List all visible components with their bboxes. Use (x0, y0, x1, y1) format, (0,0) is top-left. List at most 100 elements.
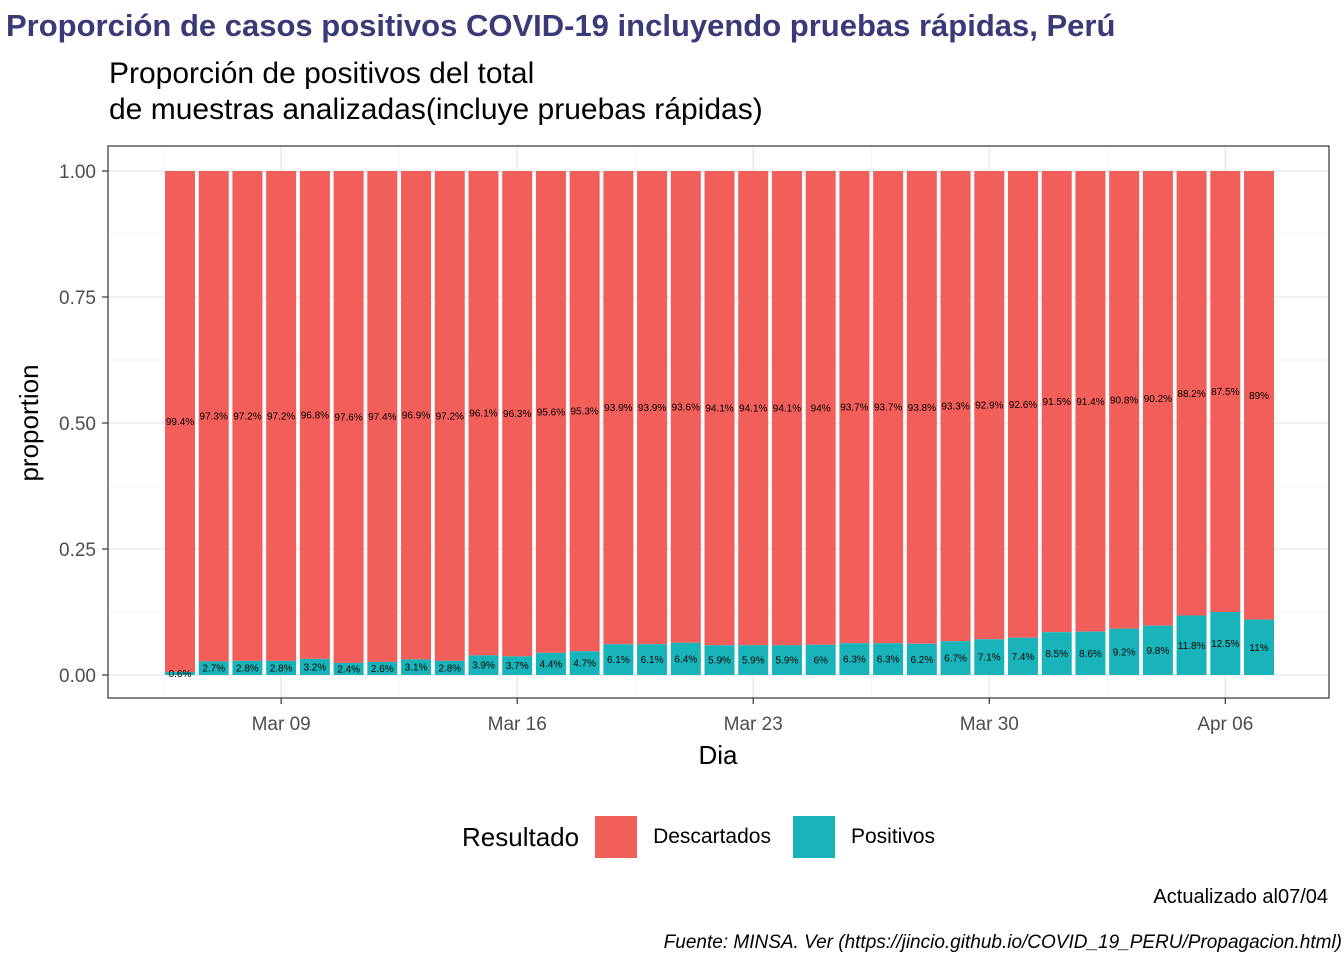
data-label-positivos: 9.8% (1146, 646, 1169, 657)
data-label-descartados: 93.8% (908, 403, 936, 414)
bar-positivos (502, 656, 533, 675)
bar-descartados (535, 171, 566, 653)
bar-descartados (165, 171, 195, 672)
data-label-positivos: 6.2% (910, 655, 933, 666)
legend-label-positivos: Positivos (850, 825, 935, 848)
data-label-positivos: 11% (1249, 643, 1268, 654)
bar-descartados (401, 171, 432, 660)
axes: 0.00 0.25 0.50 0.75 1.00 Mar 09 Mar 16 Mar 23 Ma… (59, 162, 1253, 735)
data-label-descartados: 88.2% (1177, 389, 1205, 400)
data-label-descartados: 92.6% (1009, 400, 1037, 411)
data-label-descartados: 89% (1249, 391, 1269, 402)
bar-positivos (367, 661, 398, 675)
data-label-descartados: 96.1% (469, 409, 497, 420)
data-label-positivos: 11.8% (1178, 641, 1206, 652)
bar-descartados (603, 171, 634, 645)
data-label-positivos: 7.1% (978, 653, 1001, 664)
y-tick-label: 0.00 (59, 666, 96, 687)
data-label-positivos: 9.2% (1113, 647, 1136, 658)
bar-positivos (839, 643, 870, 675)
bars (165, 171, 1275, 675)
y-tick-label: 1.00 (59, 162, 96, 183)
bar-positivos (738, 645, 769, 675)
data-label-descartados: 97.2% (436, 411, 464, 422)
x-tick-label: Apr 06 (1197, 714, 1253, 735)
data-label-descartados: 94.1% (773, 404, 801, 415)
data-label-positivos: 2.8% (270, 663, 293, 674)
data-label-descartados: 90.8% (1110, 395, 1138, 406)
bar-positivos (1244, 619, 1275, 675)
data-label-descartados: 96.3% (503, 409, 531, 420)
bar-descartados (468, 171, 499, 656)
bar-descartados (940, 171, 971, 642)
bar-descartados (974, 171, 1005, 640)
bar-positivos (401, 659, 432, 675)
data-label-descartados: 94.1% (739, 404, 767, 415)
bar-positivos (1075, 631, 1106, 675)
data-label-positivos: 0.6% (169, 669, 192, 680)
bar-descartados (198, 171, 229, 662)
data-label-positivos: 7.4% (1012, 652, 1035, 663)
data-label-positivos: 2.4% (337, 664, 360, 675)
bar-descartados (1075, 171, 1106, 632)
bar-positivos (232, 660, 263, 675)
data-label-descartados: 92.9% (975, 401, 1003, 412)
data-label-descartados: 93.7% (840, 403, 868, 414)
bar-descartados (502, 171, 533, 657)
data-label-positivos: 6.3% (877, 655, 900, 666)
bar-positivos (569, 651, 600, 675)
data-label-positivos: 2.7% (202, 664, 225, 675)
legend-key-positivos (792, 816, 835, 858)
data-label-descartados: 97.4% (368, 412, 396, 423)
data-label-positivos: 8.6% (1079, 649, 1102, 660)
data-label-descartados: 97.6% (334, 412, 362, 423)
bar-descartados (906, 171, 937, 644)
bar-descartados (299, 171, 330, 659)
data-label-descartados: 93.9% (604, 403, 632, 414)
data-label-descartados: 93.6% (672, 402, 700, 413)
data-label-positivos: 4.4% (540, 659, 563, 670)
bar-descartados (1210, 171, 1241, 612)
data-label-positivos: 5.9% (742, 656, 765, 667)
bar-positivos (974, 639, 1005, 675)
bar-positivos (906, 643, 937, 675)
chart-title: Proporción de casos positivos COVID-19 i… (6, 8, 1116, 43)
data-label-descartados: 93.9% (638, 403, 666, 414)
subtitle-line-1: Proporción de positivos del total (109, 57, 535, 90)
bar-positivos (670, 642, 701, 675)
data-label-positivos: 6.3% (843, 655, 866, 666)
plot-panel-border (107, 145, 1330, 699)
subtitle-line-2: de muestras analizadas(incluye pruebas r… (109, 93, 763, 126)
y-tick-label: 0.75 (59, 288, 96, 309)
x-tick-label: Mar 09 (252, 714, 311, 735)
bar-positivos (1142, 625, 1173, 675)
data-label-positivos: 5.9% (776, 656, 799, 667)
bar-positivos (771, 645, 802, 675)
data-label-descartados: 96.8% (301, 410, 329, 421)
data-label-positivos: 6.1% (641, 655, 664, 666)
data-label-positivos: 3.9% (472, 661, 495, 672)
y-axis-title: proportion (14, 364, 44, 481)
bar-descartados (569, 171, 600, 652)
data-label-descartados: 94% (811, 403, 831, 414)
legend-key-descartados (595, 816, 638, 858)
bar-descartados (1041, 171, 1072, 633)
data-label-descartados: 95.3% (570, 407, 598, 418)
updated-caption: Actualizado al07/04 (1153, 886, 1328, 908)
bar-positivos (468, 655, 499, 675)
bar-positivos (434, 660, 465, 675)
bar-descartados (333, 171, 364, 663)
bar-descartados (1142, 171, 1173, 626)
bar-positivos (940, 641, 971, 675)
stacked-bar-chart: 0.6% 99.4% 2.7% 97.3% 2.8% 97.2% 2.8% 97.2% 3.2%… (14, 145, 1330, 770)
data-label-descartados: 93.3% (941, 402, 969, 413)
data-label-positivos: 2.8% (236, 663, 259, 674)
bar-positivos (603, 644, 634, 675)
bar-positivos (266, 660, 297, 675)
bar-descartados (434, 171, 465, 661)
bar-positivos (873, 643, 904, 675)
bar-positivos (1041, 632, 1072, 675)
data-label-descartados: 91.4% (1076, 397, 1104, 408)
bar-descartados (637, 171, 668, 645)
bar-descartados (266, 171, 297, 661)
